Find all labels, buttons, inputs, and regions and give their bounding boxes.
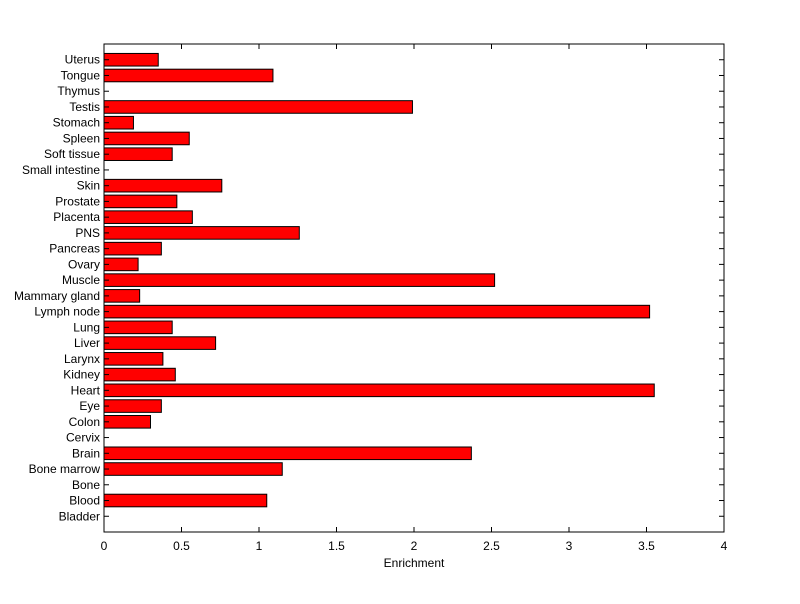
y-tick-label: Heart [71,383,101,397]
bar-uterus [103,52,159,67]
x-tick-label: 1 [256,539,263,553]
y-tick-label: Lymph node [34,305,100,319]
bar-brain [103,446,472,461]
y-tick-label: Kidney [63,368,100,382]
bar-lymph-node [103,304,651,319]
y-tick-label: Skin [77,179,100,193]
y-tick-label: Ovary [68,257,100,271]
bar-placenta [103,210,193,224]
y-tick-label: Pancreas [49,242,100,256]
bar-kidney [103,367,176,382]
bar-pns [103,226,300,240]
bar-colon [103,415,151,429]
bar-testis [103,100,413,114]
bar-pancreas [103,241,162,256]
y-tick-label: Soft tissue [44,147,100,161]
y-tick-label: Spleen [63,131,100,145]
bar-skin [103,178,223,193]
y-tick-label: Eye [79,399,100,413]
y-tick-label: Thymus [57,84,100,98]
y-tick-label: Cervix [66,431,100,445]
y-tick-label: Larynx [64,352,100,366]
y-tick-label: PNS [75,226,100,240]
y-tick-label: Mammary gland [14,289,100,303]
x-tick-label: 4 [721,539,728,553]
x-tick-label: 0 [101,539,108,553]
bar-heart [103,383,655,398]
y-tick-label: Colon [69,415,100,429]
y-tick-label: Prostate [55,194,100,208]
bar-muscle [103,273,496,287]
x-tick-label: 0.5 [173,539,190,553]
x-tick-label: 1.5 [328,539,345,553]
bar-prostate [103,194,178,209]
bar-spleen [103,131,190,146]
bar-larynx [103,352,164,366]
bar-soft-tissue [103,147,173,161]
bar-blood [103,493,268,508]
x-tick-label: 2 [411,539,418,553]
y-tick-label: Liver [74,336,100,350]
y-tick-label: Tongue [61,68,101,82]
bar-ovary [103,257,139,272]
y-tick-label: Muscle [62,273,100,287]
y-tick-label: Brain [72,446,100,460]
bar-tongue [103,68,274,83]
x-tick-label: 2.5 [483,539,500,553]
y-tick-label: Testis [69,100,100,114]
y-tick-label: Stomach [53,116,100,130]
ticks-layer [103,44,725,532]
y-tick-label: Bone [72,478,100,492]
y-tick-label: Bladder [59,509,100,523]
x-tick-label: 3.5 [638,539,655,553]
y-tick-label: Bone marrow [29,462,101,476]
bar-mammary-gland [103,289,141,303]
x-tick-labels: 0 0.5 1 1.5 2 2.5 3 3.5 4 [101,539,728,553]
bar-bone-marrow [103,462,283,476]
bar-eye [103,399,162,413]
y-tick-label: Lung [73,320,100,334]
y-tick-label: Uterus [65,53,100,67]
y-tick-label: Small intestine [22,163,100,177]
bar-liver [103,336,217,350]
y-tick-label: Placenta [53,210,100,224]
x-tick-label: 3 [566,539,573,553]
y-tick-label: Blood [69,494,100,508]
bar-lung [103,320,173,335]
x-axis-label: Enrichment [384,556,445,570]
